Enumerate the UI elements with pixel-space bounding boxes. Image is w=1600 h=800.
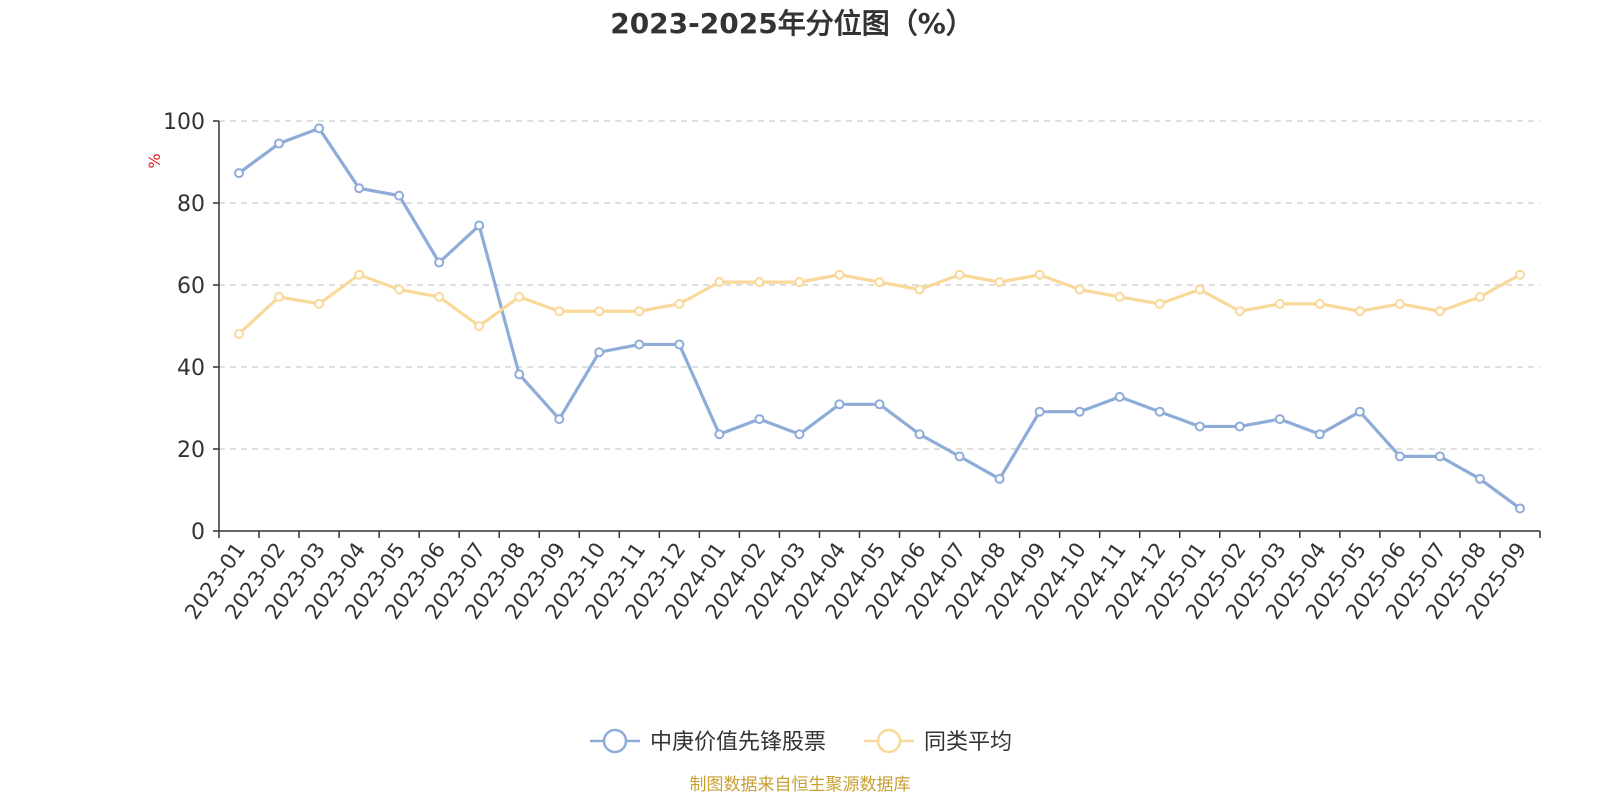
series-2-point[interactable]: [1354, 306, 1365, 317]
series-1-point[interactable]: [1474, 473, 1485, 484]
legend-marker-icon: [876, 728, 902, 754]
series-2-point[interactable]: [434, 291, 445, 302]
y-axis-unit-label: %: [145, 153, 164, 168]
series-1-point[interactable]: [674, 339, 685, 350]
series-1-point[interactable]: [1354, 406, 1365, 417]
series-1-point[interactable]: [594, 347, 605, 358]
x-tick-labels: 2023-012023-022023-032023-042023-052023-…: [180, 538, 1531, 624]
series-2-point[interactable]: [1034, 269, 1045, 280]
series-2-point[interactable]: [1514, 269, 1525, 280]
series-1: [234, 123, 1525, 514]
series-2-point[interactable]: [394, 284, 405, 295]
axes: [213, 120, 1541, 538]
series-2-point[interactable]: [1154, 298, 1165, 309]
series-2-point[interactable]: [1474, 291, 1485, 302]
series-1-point[interactable]: [754, 414, 765, 425]
series-2-point[interactable]: [1314, 298, 1325, 309]
series-2-point[interactable]: [234, 328, 245, 339]
series-2-point[interactable]: [1394, 298, 1405, 309]
series-2-point[interactable]: [1194, 284, 1205, 295]
series-2-point[interactable]: [994, 277, 1005, 288]
series-1-point[interactable]: [514, 369, 525, 380]
series-1-point[interactable]: [954, 451, 965, 462]
series-1-point[interactable]: [1034, 406, 1045, 417]
series-1-point[interactable]: [1234, 421, 1245, 432]
y-tick-label: 60: [177, 274, 205, 299]
series-1-point[interactable]: [1434, 451, 1445, 462]
series-1-point[interactable]: [1514, 503, 1525, 514]
series-1-point[interactable]: [874, 399, 885, 410]
series-1-point[interactable]: [714, 429, 725, 440]
series-2-point[interactable]: [1074, 284, 1085, 295]
y-tick-label: 20: [177, 438, 205, 463]
series-2-point[interactable]: [754, 277, 765, 288]
series-2-point[interactable]: [594, 306, 605, 317]
series-2-point[interactable]: [794, 277, 805, 288]
series-2-point[interactable]: [1274, 298, 1285, 309]
chart-title: 2023-2025年分位图（%）: [610, 7, 974, 40]
series-1-point[interactable]: [274, 138, 285, 149]
series-2-point[interactable]: [874, 277, 885, 288]
series-1-point[interactable]: [394, 190, 405, 201]
series-1-point[interactable]: [474, 220, 485, 231]
legend-marker-icon: [602, 728, 628, 754]
series-2-point[interactable]: [1434, 306, 1445, 317]
series-1-point[interactable]: [794, 429, 805, 440]
series-2-point[interactable]: [634, 306, 645, 317]
series-2-point[interactable]: [554, 306, 565, 317]
legend-label: 中庚价值先锋股票: [650, 730, 826, 755]
series-1-point[interactable]: [554, 414, 565, 425]
legend-item-2[interactable]: 同类平均: [864, 728, 1012, 755]
series-1-point[interactable]: [1394, 451, 1405, 462]
series-1-point[interactable]: [1194, 421, 1205, 432]
series-1-point[interactable]: [1154, 406, 1165, 417]
series-2-point[interactable]: [474, 321, 485, 331]
series-2-point[interactable]: [834, 269, 845, 280]
series-1-point[interactable]: [994, 473, 1005, 484]
y-tick-label: 0: [191, 520, 205, 545]
series-lines: [234, 123, 1525, 514]
y-tick-label: 80: [177, 192, 205, 217]
source-note: 制图数据来自恒生聚源数据库: [690, 775, 911, 795]
series-2-point[interactable]: [914, 284, 925, 295]
series-1-point[interactable]: [914, 429, 925, 440]
y-tick-label: 100: [163, 110, 205, 135]
series-1-point[interactable]: [1114, 391, 1125, 402]
series-1-point[interactable]: [1274, 414, 1285, 425]
series-2-point[interactable]: [314, 298, 325, 309]
y-tick-labels: 0 20 40 60 80 100: [163, 110, 205, 545]
series-1-point[interactable]: [234, 168, 245, 179]
y-tick-label: 40: [177, 356, 205, 381]
series-2-point[interactable]: [954, 269, 965, 280]
series-1-point[interactable]: [834, 399, 845, 410]
legend: 中庚价值先锋股票 同类平均: [590, 728, 1012, 755]
series-2-point[interactable]: [674, 298, 685, 309]
legend-item-1[interactable]: 中庚价值先锋股票: [590, 728, 826, 755]
series-2: [234, 269, 1525, 339]
series-1-point[interactable]: [1074, 406, 1085, 417]
series-2-point[interactable]: [1234, 306, 1245, 317]
series-1-point[interactable]: [1314, 429, 1325, 440]
series-1-line: [238, 126, 1521, 510]
series-2-point[interactable]: [354, 269, 365, 280]
series-2-point[interactable]: [1114, 291, 1125, 302]
series-2-point[interactable]: [714, 277, 725, 288]
series-1-point[interactable]: [354, 183, 365, 194]
series-2-point[interactable]: [514, 291, 525, 302]
legend-label: 同类平均: [924, 730, 1012, 755]
series-2-point[interactable]: [274, 291, 285, 302]
series-1-point[interactable]: [314, 123, 325, 134]
series-1-point[interactable]: [634, 339, 645, 350]
series-1-point[interactable]: [434, 257, 445, 268]
